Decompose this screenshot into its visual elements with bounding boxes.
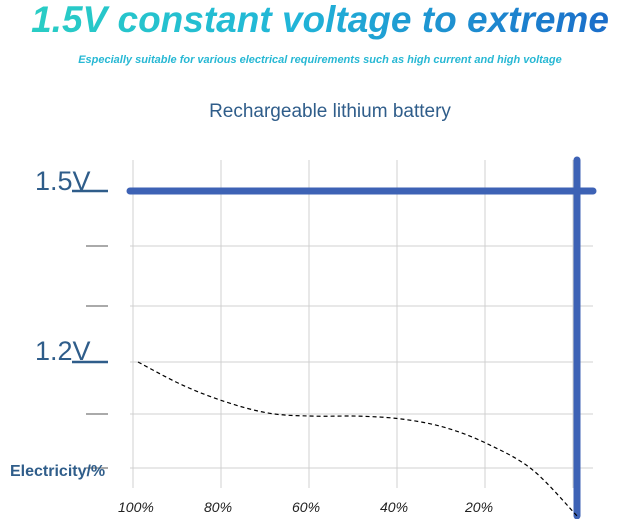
x-tick-label: 80% (204, 499, 232, 515)
y-tick-label-1-5v: 1.5V (35, 166, 91, 196)
labels: 1.5V 1.2V Electricity/% 100% 80% 60% 40% 20% (10, 166, 493, 515)
subtitle: Especially suitable for various electric… (78, 54, 562, 66)
y-axis-label: Electricity/% (10, 463, 105, 480)
y-tick-marks (72, 189, 108, 469)
x-tick-label: 100% (118, 499, 154, 515)
x-tick-label: 20% (464, 499, 493, 515)
grid (130, 160, 593, 488)
x-tick-label: 60% (292, 499, 320, 515)
y-tick-label-1-2v: 1.2V (35, 336, 91, 366)
x-tick-label: 40% (380, 499, 408, 515)
series-lithium-discharge-curve (137, 361, 578, 517)
series (126, 156, 597, 519)
headline: 1.5V constant voltage to extreme (0, 0, 640, 40)
chart-title: Rechargeable lithium battery (209, 101, 451, 122)
